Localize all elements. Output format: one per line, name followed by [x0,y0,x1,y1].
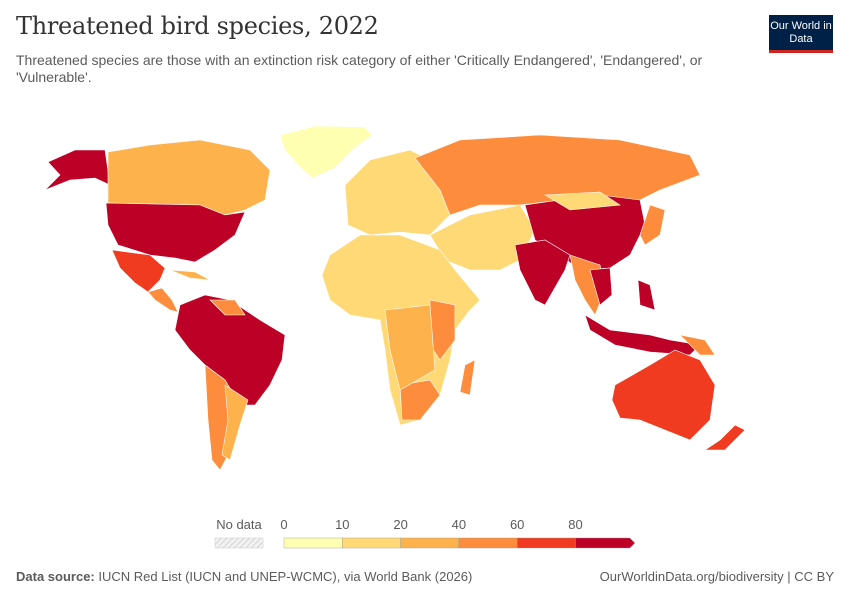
legend-bin[interactable] [458,537,518,549]
chart-title: Threatened bird species, 2022 [16,12,379,40]
region-madagascar[interactable] [459,359,476,396]
region-greenland[interactable] [279,125,373,179]
region-japan[interactable] [639,204,666,246]
license: | CC BY [787,569,834,584]
region-philippines[interactable] [637,279,656,311]
legend-bin[interactable] [400,537,460,549]
region-central-america[interactable] [147,287,179,313]
legend-tick-label: 80 [568,517,582,532]
legend-tick-label: 0 [280,517,287,532]
legend-no-data-label: No data [216,517,262,532]
owid-logo[interactable]: Our World in Data [769,15,833,53]
region-new-zealand[interactable] [704,424,746,451]
legend-tick-label: 40 [452,517,466,532]
world-map [44,125,746,471]
legend-tick-label: 20 [393,517,407,532]
region-indochina[interactable] [589,267,613,306]
region-indonesia[interactable] [584,314,701,356]
chart-subtitle: Threatened species are those with an ext… [16,52,703,85]
legend-no-data-swatch [214,537,264,549]
source-label: Data source: [16,569,95,584]
legend-tick-label: 10 [335,517,349,532]
region-australia[interactable] [611,349,716,441]
legend: No data 0 10 20 40 60 80 [214,517,636,549]
region-alaska[interactable] [44,149,111,191]
region-guianas[interactable] [209,299,246,316]
region-mongolia[interactable] [544,191,621,211]
region-mexico[interactable] [111,249,166,293]
data-source: Data source: IUCN Red List (IUCN and UNE… [16,569,472,584]
legend-bin[interactable] [342,537,401,549]
source-text: IUCN Red List (IUCN and UNEP-WCMC), via … [98,569,473,584]
region-india[interactable] [514,239,571,306]
region-southern-africa[interactable] [399,379,441,421]
region-argentina[interactable] [221,384,249,461]
region-central-africa[interactable] [384,304,436,391]
legend-tick-label: 60 [510,517,524,532]
legend-bin[interactable] [517,537,576,549]
footer-right: OurWorldinData.org/biodiversity | CC BY [600,569,834,584]
legend-bin[interactable] [283,537,343,549]
region-usa[interactable] [105,202,246,263]
region-new-guinea[interactable] [679,334,716,356]
legend-bin[interactable] [575,537,636,549]
source-link[interactable]: OurWorldinData.org/biodiversity [599,569,784,584]
region-caribbean[interactable] [169,269,211,281]
